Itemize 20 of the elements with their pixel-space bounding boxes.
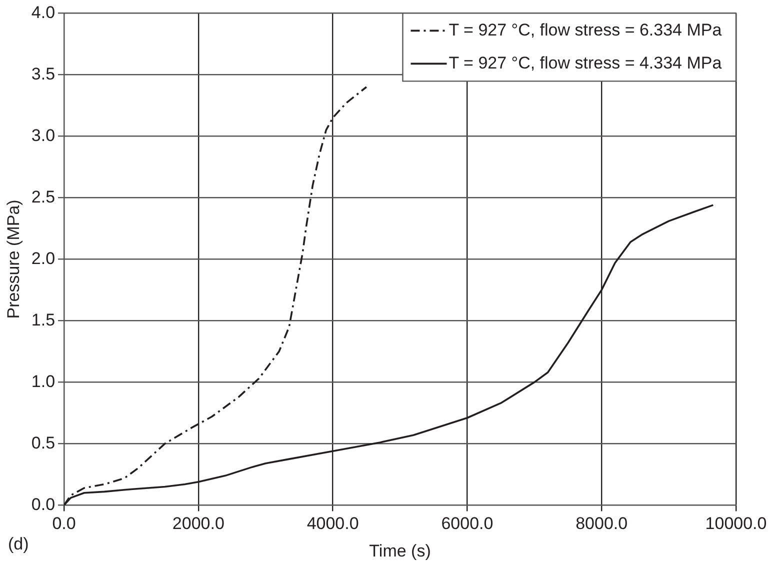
- x-tick-label: 4000.0: [306, 514, 359, 534]
- x-axis-title: Time (s): [369, 541, 431, 560]
- legend-label: T = 927 °C, flow stress = 4.334 MPa: [448, 53, 722, 72]
- x-tick-label: 2000.0: [172, 514, 224, 534]
- y-tick-label: 2.5: [31, 187, 56, 206]
- y-tick-label: 3.0: [31, 126, 56, 145]
- text: (d): [8, 534, 29, 554]
- x-tick-label: 8000.0: [576, 514, 628, 534]
- y-tick-label: 2.0: [31, 248, 56, 268]
- y-tick-label: 3.5: [31, 64, 56, 84]
- y-tick-label: 0.5: [31, 433, 56, 452]
- y-tick-label: 4.0: [31, 2, 56, 22]
- y-tick-label: 1.0: [31, 372, 56, 391]
- x-tick-label: 6000.0: [441, 514, 494, 534]
- x-tick-label: 0.0: [52, 514, 76, 534]
- y-tick-label: 0.0: [31, 494, 56, 514]
- y-axis-title: Pressure (MPa): [4, 200, 23, 319]
- x-tick-label: 10000.0: [705, 514, 767, 534]
- legend-label: T = 927 °C, flow stress = 6.334 MPa: [448, 20, 722, 40]
- y-tick-label: 1.5: [31, 310, 56, 330]
